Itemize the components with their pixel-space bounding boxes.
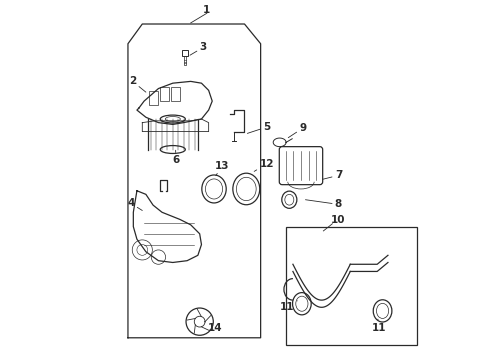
Text: 13: 13 bbox=[215, 161, 229, 176]
Text: 11: 11 bbox=[280, 301, 297, 312]
Text: 3: 3 bbox=[190, 42, 206, 55]
Text: 5: 5 bbox=[247, 122, 270, 134]
Text: 14: 14 bbox=[204, 321, 222, 333]
Text: 4: 4 bbox=[127, 198, 142, 211]
Text: 1: 1 bbox=[203, 5, 210, 15]
Bar bbox=[182, 50, 188, 56]
Bar bbox=[160, 87, 169, 101]
Bar bbox=[171, 87, 180, 101]
Text: 11: 11 bbox=[371, 319, 386, 333]
Text: 6: 6 bbox=[172, 150, 179, 165]
Text: 12: 12 bbox=[254, 159, 273, 171]
Bar bbox=[285, 226, 416, 345]
Text: 2: 2 bbox=[129, 76, 145, 92]
Text: 7: 7 bbox=[322, 170, 342, 180]
Text: 10: 10 bbox=[330, 215, 344, 225]
Text: 8: 8 bbox=[305, 199, 342, 210]
Text: 9: 9 bbox=[287, 123, 306, 138]
Bar bbox=[149, 91, 158, 105]
